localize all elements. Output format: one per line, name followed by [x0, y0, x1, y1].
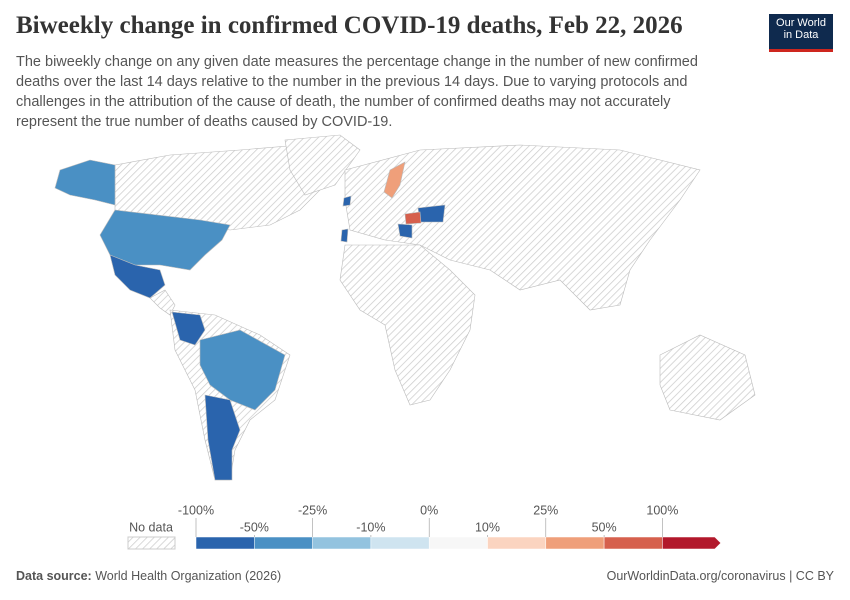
legend: No data -100% -50% -25% -10% 0% 10% 25% 50% 100%	[127, 503, 722, 550]
alaska[interactable]	[54, 159, 116, 206]
footer-url[interactable]: OurWorldinData.org/coronavirus | CC BY	[606, 569, 834, 583]
portugal[interactable]	[340, 228, 349, 243]
legend-label: -50%	[240, 520, 269, 534]
legend-swatch	[370, 536, 430, 550]
africa[interactable]	[339, 244, 476, 406]
legend-swatch	[545, 536, 605, 550]
legend-label: -25%	[298, 503, 327, 517]
legend-swatch	[487, 536, 547, 550]
legend-label: 50%	[592, 520, 617, 534]
subtitle: The biweekly change on any given date me…	[16, 54, 698, 130]
legend-label: 10%	[475, 520, 500, 534]
logo-line: Our World	[776, 17, 826, 29]
colombia[interactable]	[171, 311, 206, 346]
source: Data source: World Health Organization (…	[16, 569, 281, 583]
balkans[interactable]	[397, 223, 413, 239]
legend-swatch	[603, 536, 663, 550]
legend-label: 100%	[646, 503, 678, 517]
brazil[interactable]	[199, 329, 286, 411]
source-text: World Health Organization (2026)	[95, 569, 282, 583]
legend-swatch	[195, 536, 255, 550]
title: Biweekly change in confirmed COVID-19 de…	[16, 12, 683, 39]
legend-label: 25%	[533, 503, 558, 517]
world-map	[54, 134, 756, 481]
sweden[interactable]	[383, 161, 406, 199]
ukraine[interactable]	[417, 204, 446, 223]
greenland[interactable]	[284, 134, 361, 196]
legend-swatch	[254, 536, 313, 550]
legend-swatch	[312, 536, 372, 550]
mexico[interactable]	[109, 254, 166, 299]
legend-label: -10%	[356, 520, 385, 534]
logo-line: in Data	[783, 29, 819, 41]
legend-swatch	[428, 536, 488, 550]
source-label: Data source:	[16, 569, 92, 583]
ireland[interactable]	[342, 195, 352, 207]
australia[interactable]	[659, 334, 756, 421]
argentina[interactable]	[204, 394, 241, 481]
eurasia[interactable]	[344, 144, 701, 311]
logo[interactable]: Our World in Data	[769, 14, 833, 52]
usa[interactable]	[99, 209, 231, 271]
no-data-swatch	[127, 536, 176, 550]
legend-label: -100%	[178, 503, 214, 517]
no-data-label: No data	[129, 520, 173, 534]
romania[interactable]	[404, 211, 422, 225]
legend-label: 0%	[420, 503, 438, 517]
legend-swatch	[662, 536, 722, 550]
